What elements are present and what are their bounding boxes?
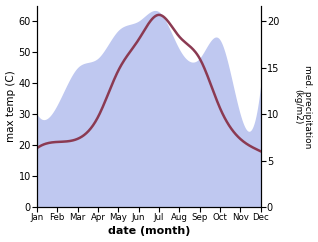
X-axis label: date (month): date (month)	[107, 227, 190, 236]
Y-axis label: max temp (C): max temp (C)	[5, 70, 16, 142]
Y-axis label: med. precipitation
(kg/m2): med. precipitation (kg/m2)	[293, 65, 313, 148]
